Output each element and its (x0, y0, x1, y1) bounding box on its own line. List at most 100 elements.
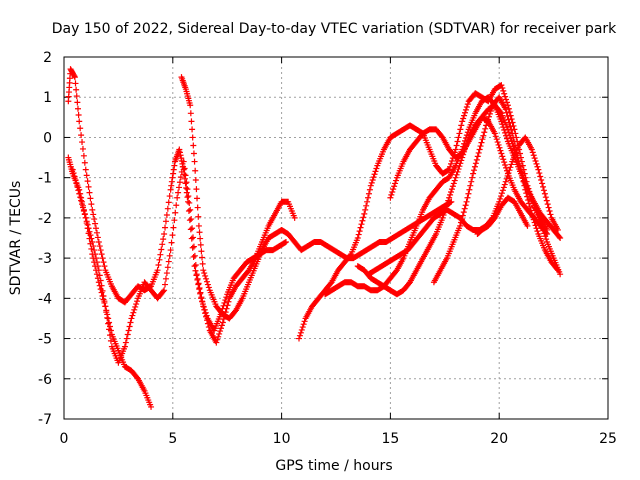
data-point (508, 161, 515, 168)
y-tick-label: -3 (38, 251, 52, 267)
series-track-10 (430, 94, 561, 286)
data-point (96, 272, 103, 279)
data-point (518, 170, 525, 177)
data-point (499, 153, 506, 160)
data-point (517, 166, 524, 173)
data-point (189, 134, 196, 141)
data-point (178, 155, 185, 162)
data-point (121, 343, 128, 350)
data-point (84, 221, 91, 228)
data-point (557, 235, 564, 241)
data-point (466, 186, 473, 193)
data-point (159, 241, 166, 248)
data-point (537, 173, 544, 180)
data-point (456, 163, 463, 170)
data-point (196, 284, 203, 291)
data-point (197, 241, 204, 248)
data-point (526, 200, 533, 207)
data-point (106, 319, 113, 326)
x-tick-label: 20 (490, 431, 508, 447)
data-point (202, 272, 209, 279)
grid-lines (64, 57, 608, 419)
data-point (166, 252, 173, 259)
data-point (83, 172, 90, 179)
data-point (164, 205, 171, 212)
data-point (502, 178, 509, 185)
data-point (484, 119, 491, 126)
plot-frame (63, 56, 609, 420)
x-axis-label: GPS time / hours (275, 458, 392, 474)
data-point (95, 239, 102, 246)
data-point (191, 252, 198, 259)
data-point (527, 207, 534, 214)
data-point (91, 247, 98, 254)
data-point (161, 230, 168, 237)
data-point (528, 146, 535, 153)
data-point (167, 186, 174, 193)
data-point (124, 331, 131, 338)
data-point (526, 203, 533, 210)
data-point (498, 193, 505, 200)
y-tick-label: -1 (38, 171, 52, 187)
data-point (197, 235, 204, 242)
data-point (485, 113, 492, 120)
data-point (547, 211, 554, 218)
data-point (98, 251, 105, 258)
data-point (168, 178, 175, 185)
data-point (224, 302, 231, 309)
data-point (100, 259, 107, 266)
data-point (185, 198, 192, 205)
data-point (190, 243, 197, 250)
data-point (162, 281, 169, 288)
data-point (101, 263, 108, 270)
data-point (356, 228, 363, 235)
data-point (177, 152, 184, 159)
data-point (90, 211, 97, 218)
data-point (525, 197, 532, 204)
data-point (541, 190, 548, 197)
data-point (524, 193, 531, 200)
data-point (174, 194, 181, 201)
data-point (187, 110, 194, 117)
data-point (533, 225, 540, 232)
data-point (481, 129, 488, 136)
data-point (189, 126, 196, 133)
y-tick-label: 2 (43, 50, 52, 66)
data-point (194, 195, 201, 202)
data-point (362, 206, 369, 213)
data-point (529, 213, 536, 220)
data-point (187, 102, 194, 109)
y-tick-label: 0 (43, 130, 52, 146)
data-point (530, 152, 537, 159)
data-point (529, 149, 536, 156)
data-point (536, 170, 543, 177)
data-point (185, 207, 192, 214)
x-axis: 0 5 10 15 20 25 (60, 57, 617, 447)
data-point (76, 190, 83, 197)
data-point (184, 194, 191, 201)
data-point (107, 337, 114, 344)
data-point (176, 179, 183, 186)
data-point (93, 225, 100, 232)
y-axis-label: SDTVAR / TECUs (8, 181, 24, 296)
data-point (74, 99, 81, 106)
data-point (186, 199, 193, 206)
data-point (539, 180, 546, 187)
x-tick-label: 25 (599, 431, 617, 447)
data-point (182, 180, 189, 187)
x-tick-label: 15 (381, 431, 399, 447)
data-point (528, 210, 535, 217)
data-point (157, 251, 164, 258)
data-point (494, 139, 501, 146)
data-point (193, 186, 200, 193)
data-point (172, 209, 179, 216)
data-point (368, 179, 375, 186)
data-point (192, 167, 199, 174)
data-point (444, 200, 451, 207)
data-point (503, 109, 510, 116)
data-point (450, 180, 457, 187)
data-point (461, 205, 468, 212)
data-point (203, 275, 210, 282)
data-point (497, 195, 504, 202)
data-point (501, 181, 508, 188)
